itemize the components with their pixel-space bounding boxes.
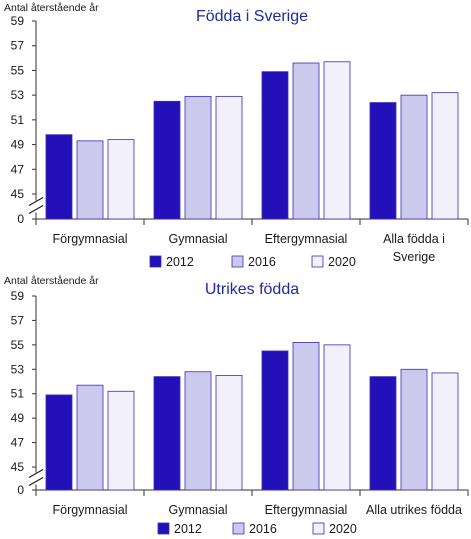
y-tick-label: 59 [11, 289, 25, 303]
y-tick-label: 57 [11, 313, 25, 327]
y-tick-label: 45 [11, 187, 25, 201]
y-axis-label: Antal återstående år [4, 275, 99, 287]
chart-panel-2: Antal återstående år Utrikes födda 59 57 55 5… [4, 275, 469, 536]
y-tick-label: 51 [11, 387, 25, 401]
bar-2020-0 [107, 390, 135, 491]
axis-break-mark [28, 204, 44, 215]
y-tick-label: 49 [11, 411, 25, 425]
chart-title: Födda i Sverige [196, 8, 308, 25]
bar-2016-2 [292, 62, 320, 220]
x-category-label-line1: Alla födda i [383, 232, 445, 246]
bar-2020-1 [215, 95, 243, 220]
bar-2016-0 [76, 140, 104, 220]
x-category-label: Gymnasial [168, 232, 227, 246]
legend-swatch-2020 [311, 255, 324, 268]
y-tick-label: 53 [11, 88, 25, 102]
bar-2016-1 [184, 95, 212, 220]
y-tick-label: 51 [11, 113, 25, 127]
bar-2020-1 [215, 374, 243, 491]
legend-label: 2020 [329, 522, 357, 536]
chart-title: Utrikes födda [205, 281, 299, 298]
x-category-label: Eftergymnasial [265, 503, 348, 517]
bar-2012-0 [45, 134, 73, 220]
y-tick-label: 47 [11, 436, 25, 450]
legend-label: 2016 [248, 255, 276, 269]
bar-2012-1 [153, 100, 181, 220]
y-tick-label: 59 [11, 14, 25, 28]
y-tick-label: 55 [11, 338, 25, 352]
legend-swatch-2016 [232, 522, 245, 535]
bar-2012-1 [153, 376, 181, 491]
y-tick-label: 49 [11, 138, 25, 152]
legend-label: 2020 [328, 255, 356, 269]
y-tick-label: 0 [17, 212, 24, 226]
x-category-label: Förgymnasial [52, 232, 127, 246]
y-tick-label: 55 [11, 63, 25, 77]
bar-2020-3 [431, 92, 459, 220]
bar-2012-2 [261, 350, 289, 491]
bar-2016-2 [292, 342, 320, 491]
y-tick-label: 45 [11, 460, 25, 474]
legend-label: 2012 [174, 522, 202, 536]
bar-2020-3 [431, 372, 459, 491]
x-category-label: Förgymnasial [52, 503, 127, 517]
axis-break-mark [28, 196, 44, 207]
y-axis-label: Antal återstående år [4, 2, 99, 14]
legend-label: 2012 [166, 255, 194, 269]
x-category-label: Eftergymnasial [265, 232, 348, 246]
x-category-label: Alla utrikes födda [366, 503, 462, 517]
bar-2012-3 [369, 102, 397, 220]
legend-label: 2016 [249, 522, 277, 536]
y-tick-label: 0 [17, 483, 24, 497]
bar-2020-2 [323, 61, 351, 220]
legend-swatch-2016 [231, 255, 244, 268]
legend-swatch-2020 [312, 522, 325, 535]
chart-panel-1: Antal återstående år Födda i Sverige 59 57 5… [4, 2, 469, 269]
bar-2020-2 [323, 344, 351, 491]
bar-2020-0 [107, 139, 135, 220]
bar-2016-0 [76, 384, 104, 491]
legend-swatch-2012 [149, 255, 162, 268]
axis-break-mark [28, 476, 44, 487]
y-tick-label: 53 [11, 362, 25, 376]
y-tick-label: 47 [11, 162, 25, 176]
bar-2016-1 [184, 371, 212, 491]
bar-2012-3 [369, 376, 397, 491]
x-category-label: Gymnasial [168, 503, 227, 517]
bar-2016-3 [400, 368, 428, 491]
x-category-label-line2: Sverige [393, 250, 435, 264]
axis-break-mark [28, 468, 44, 479]
bar-2012-0 [45, 394, 73, 491]
bar-2016-3 [400, 94, 428, 220]
y-tick-label: 57 [11, 39, 25, 53]
bar-2012-2 [261, 71, 289, 220]
legend-swatch-2012 [157, 522, 170, 535]
